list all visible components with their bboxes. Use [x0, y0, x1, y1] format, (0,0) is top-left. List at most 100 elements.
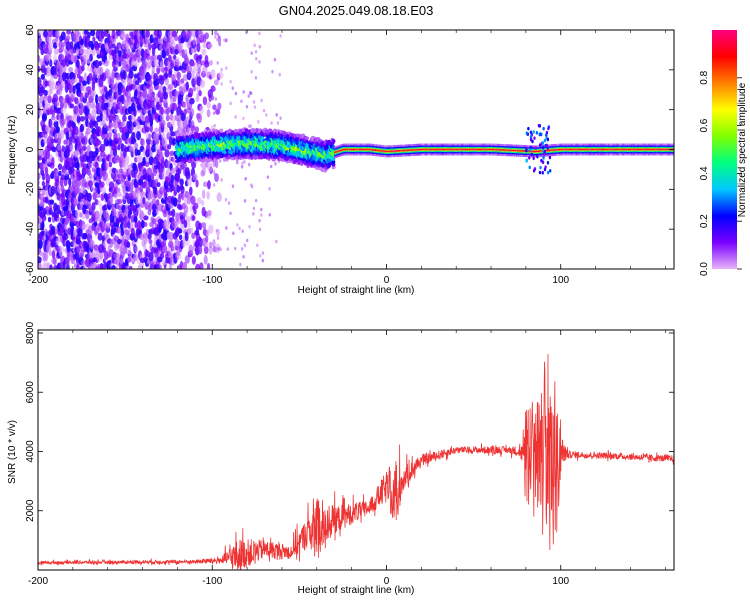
spectrogram-cell	[143, 244, 147, 251]
spectrogram-cell	[67, 227, 72, 236]
spectrogram-cell	[215, 228, 219, 233]
spectrogram-cell	[75, 208, 81, 219]
spectrogram-cell	[55, 169, 59, 177]
spectrogram-cell	[243, 199, 247, 203]
spectrogram-cell	[185, 131, 189, 136]
spectrogram-cell	[206, 191, 211, 200]
spectrogram-cell	[39, 86, 45, 93]
spectrogram-cell	[136, 130, 141, 141]
spectrogram-cell	[260, 98, 263, 103]
spectrogram-cell	[152, 218, 157, 225]
spectrogram-cell	[143, 215, 149, 221]
spectrogram-cell	[41, 220, 45, 231]
spectrogram-cell	[242, 90, 245, 94]
spectrogram-cell	[253, 43, 256, 48]
spectrogram-cell	[140, 219, 145, 229]
spectrogram-cell	[139, 261, 145, 269]
spectrogram-cell	[183, 204, 189, 214]
spectrogram-cell	[210, 95, 215, 101]
spectrogram-cell	[258, 31, 261, 36]
spectrogram-cell	[260, 207, 263, 212]
spectrogram-cell	[105, 212, 110, 222]
spectrogram-cell	[248, 224, 251, 229]
spectrogram-cell	[192, 173, 198, 181]
spectrogram-cell	[226, 247, 229, 251]
spectrogram-cell	[158, 264, 162, 269]
spectrogram-cell	[122, 114, 127, 122]
spectrogram-cell	[163, 246, 168, 254]
spectrogram-cell	[154, 127, 159, 133]
spectrogram-cell	[193, 208, 197, 215]
spectrogram-cell	[255, 57, 258, 61]
spectrogram-cell	[197, 245, 203, 255]
spectrogram-cell	[38, 30, 43, 37]
spectrogram-cell	[246, 238, 249, 243]
spectrogram-cell	[86, 192, 92, 202]
spectrogram-cell	[240, 165, 244, 169]
spectrogram-cell	[242, 254, 245, 259]
spectrogram-cell	[151, 65, 156, 75]
spectrogram-cell	[225, 226, 228, 230]
spectrogram-cell	[38, 256, 42, 264]
spectrogram-cell	[82, 232, 88, 240]
spectrogram-cell	[243, 159, 246, 164]
spectrogram-cell	[60, 118, 66, 126]
spectrogram-cell	[94, 59, 100, 69]
spectrogram-cell	[50, 185, 56, 196]
spectrogram-cell	[94, 192, 101, 198]
spectrogram-cell	[42, 43, 48, 50]
spectrogram-cell	[172, 102, 178, 112]
spectrogram-cell	[101, 30, 105, 39]
spectrogram-cell	[174, 34, 179, 42]
spectrogram-cell	[234, 115, 237, 119]
spectrogram-cell	[201, 48, 207, 56]
spectrogram-cell	[170, 167, 175, 174]
spectrogram-cell	[214, 97, 218, 101]
spectrogram-cell	[124, 155, 130, 165]
spectrogram-cell	[270, 164, 273, 169]
spectrogram-cell	[55, 126, 60, 134]
spectrogram-cell	[38, 155, 43, 161]
spectrogram-cell	[248, 91, 252, 95]
spectrogram-cell	[172, 197, 178, 207]
spectrogram-cell	[38, 264, 43, 269]
spectrogram-cell	[99, 181, 105, 188]
spectrogram-cell	[166, 121, 173, 128]
spectrogram-cell	[218, 159, 222, 163]
spectrogram-cell	[134, 245, 139, 253]
spectrogram-cell	[254, 75, 258, 80]
spectrogram-cell	[206, 263, 211, 269]
spectrogram-cell	[77, 227, 83, 237]
spectrogram-cell	[206, 101, 211, 109]
spectrogram-cell	[91, 201, 96, 211]
spectrogram-cell	[171, 244, 177, 252]
spectrogram-cell	[169, 150, 175, 156]
spectrogram-cell	[141, 114, 146, 122]
spectrogram-cell	[74, 76, 79, 84]
spectrogram-cell	[151, 91, 155, 97]
spectrogram-cell	[40, 73, 45, 80]
spectrogram-cell	[38, 102, 44, 109]
spectrogram-cell	[258, 227, 262, 232]
spectrogram-cell	[131, 131, 136, 141]
spectrogram-cell	[95, 147, 99, 156]
spectrogram-cell	[128, 265, 133, 269]
spectrogram-cell	[156, 30, 162, 39]
spectrogram-cell	[126, 256, 132, 263]
spectrogram-cell	[53, 54, 57, 63]
spectrogram-cell	[214, 35, 217, 39]
spectrogram-cell	[123, 214, 128, 222]
spectrogram-cell	[212, 169, 216, 174]
spectrogram-cell	[47, 94, 52, 104]
spectrogram-cell	[118, 191, 122, 198]
spectrogram-cell	[188, 186, 193, 196]
spectrogram-cell	[108, 161, 113, 168]
spectrogram-cell	[270, 121, 273, 125]
spectrogram-cell	[108, 127, 113, 136]
spectrogram-cell	[98, 60, 102, 67]
spectrogram-cell	[147, 174, 152, 183]
spectrogram-cell	[185, 81, 189, 91]
spectrogram-cell	[250, 70, 253, 74]
spectrogram-cell	[204, 54, 209, 65]
